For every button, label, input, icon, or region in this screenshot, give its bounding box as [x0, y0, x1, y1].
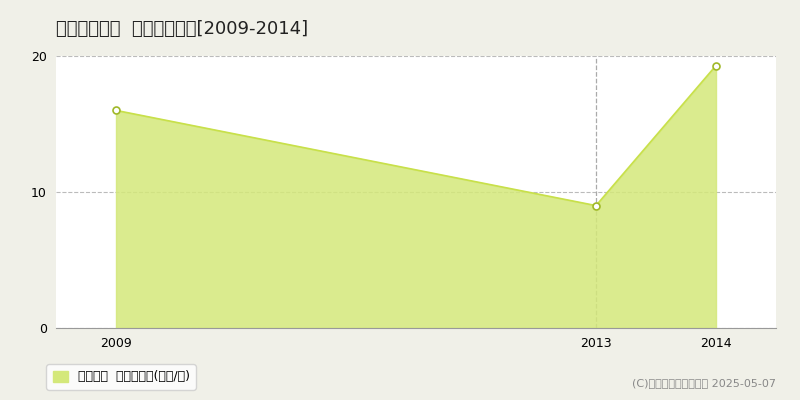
Text: (C)土地価格ドットコム 2025-05-07: (C)土地価格ドットコム 2025-05-07	[632, 378, 776, 388]
Text: 飯田市大王路  住宅価格推移[2009-2014]: 飯田市大王路 住宅価格推移[2009-2014]	[56, 20, 308, 38]
Legend: 住宅価格  平均坪単価(万円/坪): 住宅価格 平均坪単価(万円/坪)	[46, 364, 196, 390]
